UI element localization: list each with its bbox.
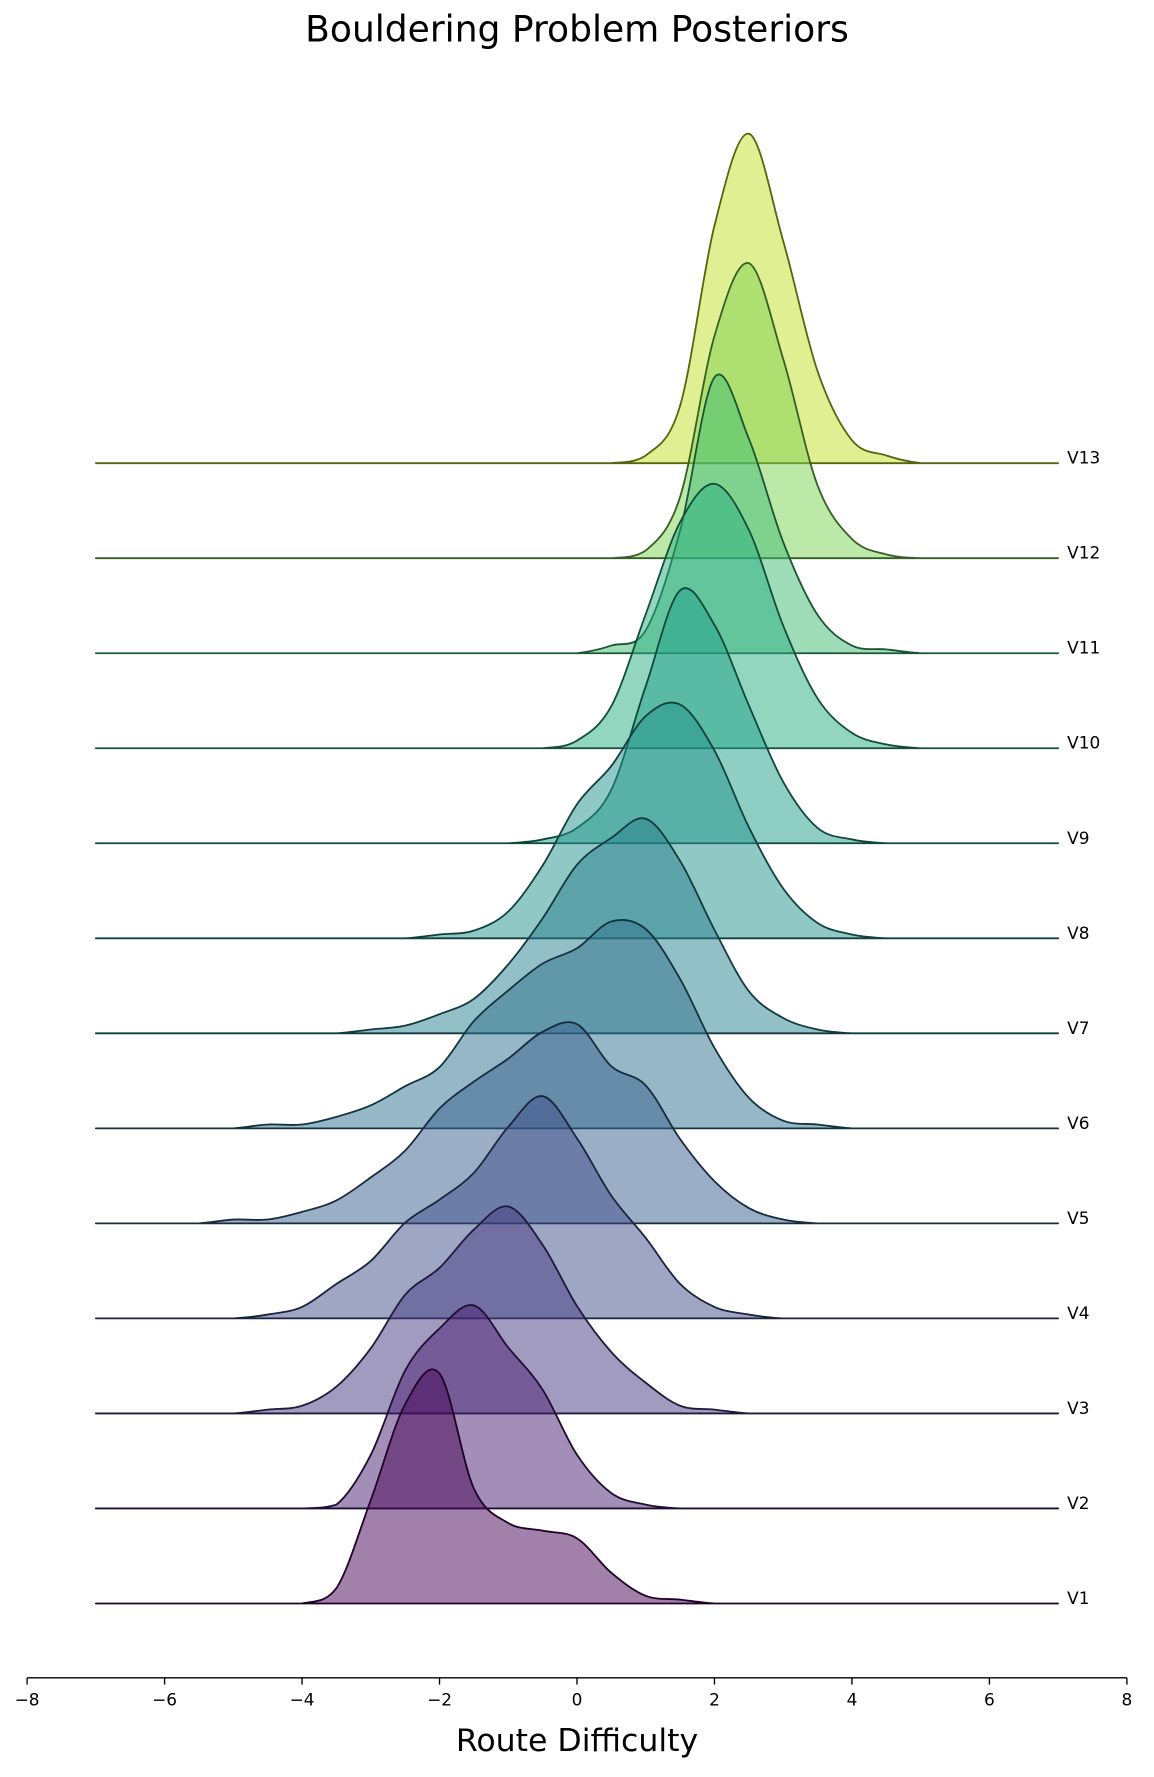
ridge-label: V5 — [1067, 1208, 1089, 1228]
ridge-label: V2 — [1067, 1493, 1089, 1513]
ridge — [94, 701, 1060, 940]
chart-title: Bouldering Problem Posteriors — [305, 9, 849, 51]
ridge-label: V6 — [1067, 1113, 1089, 1133]
ridge — [94, 132, 1060, 465]
x-tick-label: 8 — [1122, 1689, 1133, 1709]
ridge-label: V11 — [1067, 638, 1100, 658]
ridge — [94, 482, 1060, 750]
ridge — [94, 262, 1060, 560]
ridge-label: V4 — [1067, 1303, 1089, 1323]
ridge-label: V13 — [1067, 448, 1100, 468]
x-tick-label: −8 — [15, 1689, 40, 1709]
ridge — [94, 1095, 1060, 1320]
ridge-label: V3 — [1067, 1398, 1089, 1418]
x-axis-label: Route Difficulty — [456, 1723, 698, 1759]
x-tick-label: −4 — [290, 1689, 315, 1709]
ridge-label: V1 — [1067, 1588, 1089, 1608]
ridge — [94, 1368, 1060, 1605]
ridge — [94, 1205, 1060, 1415]
x-tick-label: 0 — [572, 1689, 583, 1709]
ridge-label: V8 — [1067, 923, 1089, 943]
x-tick-label: −6 — [152, 1689, 177, 1709]
ridge-label: V12 — [1067, 543, 1100, 563]
ridge — [94, 373, 1060, 655]
x-tick-label: −2 — [427, 1689, 452, 1709]
ridge — [94, 1304, 1060, 1510]
ridge — [94, 1021, 1060, 1225]
x-tick-label: 2 — [709, 1689, 720, 1709]
ridge-label: V9 — [1067, 828, 1089, 848]
x-tick-label: 4 — [847, 1689, 858, 1709]
ridge-label: V10 — [1067, 733, 1100, 753]
ridge — [94, 817, 1060, 1035]
ridge-label: V7 — [1067, 1018, 1089, 1038]
x-tick-label: 6 — [984, 1689, 995, 1709]
